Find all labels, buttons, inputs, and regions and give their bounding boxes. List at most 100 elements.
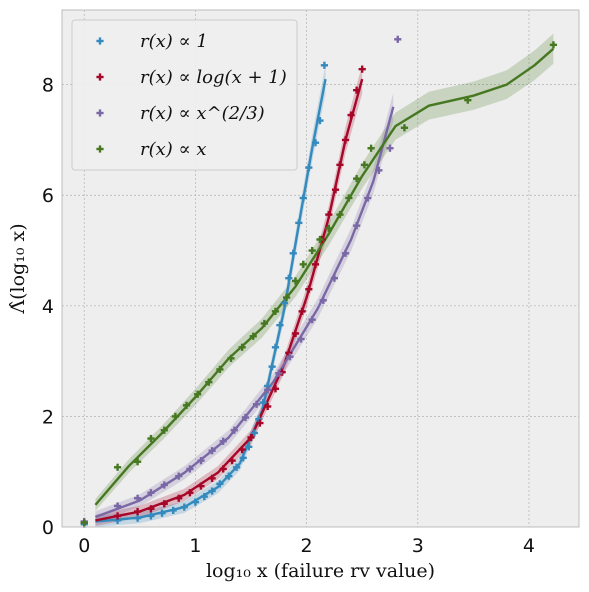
data-point (549, 41, 558, 49)
data-point (336, 210, 344, 219)
data-point (291, 277, 300, 285)
data-point (238, 343, 246, 351)
data-point (305, 285, 313, 293)
confidence-band-1 (95, 64, 363, 526)
legend: r(x) ∝ 1 r(x) ∝ log(x + 1) r(x) ∝ x^(2/3) r… (71, 19, 298, 171)
data-point (286, 353, 294, 361)
data-point (147, 512, 155, 520)
data-point (245, 443, 253, 451)
data-point (386, 144, 394, 152)
y-tick-label: 0 (42, 517, 54, 539)
data-point (353, 175, 361, 183)
data-point (336, 161, 344, 169)
data-point (291, 329, 300, 338)
data-point (345, 194, 353, 202)
data-point (353, 222, 361, 230)
data-point (160, 481, 168, 489)
data-point (325, 210, 333, 219)
data-point (252, 400, 261, 408)
data-point (260, 319, 268, 328)
data-point (191, 498, 200, 506)
data-point (219, 465, 227, 473)
plot-frame (61, 9, 580, 528)
data-point (197, 482, 205, 490)
data-point (113, 512, 122, 520)
data-point (308, 246, 316, 255)
data-point (325, 224, 333, 233)
confidence-bands (95, 33, 554, 527)
data-point (259, 398, 267, 407)
data-point (264, 386, 272, 394)
y-tick-label: 6 (42, 185, 54, 207)
data-points (80, 35, 558, 528)
data-point (295, 219, 303, 227)
data-point (316, 235, 324, 244)
data-point (160, 500, 168, 508)
data-point (289, 249, 297, 257)
data-point (347, 111, 355, 119)
legend-label: r(x) ∝ x^(2/3) (140, 103, 265, 124)
data-point (276, 321, 284, 329)
data-point (271, 307, 280, 315)
data-point (200, 492, 208, 501)
data-point (341, 136, 350, 144)
data-point (299, 260, 307, 268)
data-point (175, 472, 183, 480)
data-point (205, 378, 213, 386)
x-tick-label: 1 (189, 535, 201, 557)
data-point (394, 35, 402, 43)
data-point (160, 426, 168, 434)
data-point (216, 365, 224, 374)
data-point (320, 61, 328, 69)
data-point (285, 274, 293, 282)
data-point (147, 434, 155, 443)
x-tick-label: 2 (301, 535, 313, 557)
data-point (268, 363, 276, 371)
data-point (169, 506, 177, 515)
data-point (197, 457, 205, 465)
data-point (227, 354, 235, 362)
data-point (298, 307, 306, 315)
legend-box (71, 19, 298, 171)
data-point (364, 194, 372, 202)
data-point (208, 447, 216, 455)
data-point (367, 144, 375, 152)
fit-line-2 (94, 106, 395, 519)
data-point (275, 369, 283, 377)
confidence-band-3 (95, 33, 554, 511)
data-point (182, 401, 191, 409)
x-tick-label: 4 (523, 535, 535, 557)
y-axis-label: Λ̂(log₁₀ x) (7, 223, 29, 314)
data-point (225, 472, 233, 480)
data-point (319, 296, 327, 304)
data-point (134, 494, 142, 502)
data-point (175, 494, 183, 502)
data-point (134, 514, 142, 522)
data-point (247, 433, 255, 442)
data-point (271, 385, 280, 393)
legend-marker (96, 37, 104, 45)
y-tick-label: 2 (42, 406, 54, 428)
data-point (171, 412, 180, 421)
data-point (239, 454, 247, 462)
y-tick-label: 4 (42, 296, 54, 318)
data-point (230, 426, 238, 434)
data-point (311, 139, 320, 147)
data-point (113, 502, 122, 510)
data-point (80, 518, 88, 527)
data-point (208, 487, 216, 495)
data-point (297, 335, 305, 343)
data-point (134, 507, 142, 516)
data-point (134, 458, 142, 466)
tick-labels: 0 1 2 3 4 0 2 4 6 8 (42, 75, 535, 557)
data-point (316, 116, 324, 125)
data-point (360, 161, 369, 169)
data-point (299, 194, 307, 202)
data-point (216, 480, 224, 488)
data-point (311, 260, 320, 268)
data-point (147, 505, 155, 513)
data-point (232, 463, 241, 471)
data-point (400, 124, 409, 132)
data-point (219, 437, 227, 445)
